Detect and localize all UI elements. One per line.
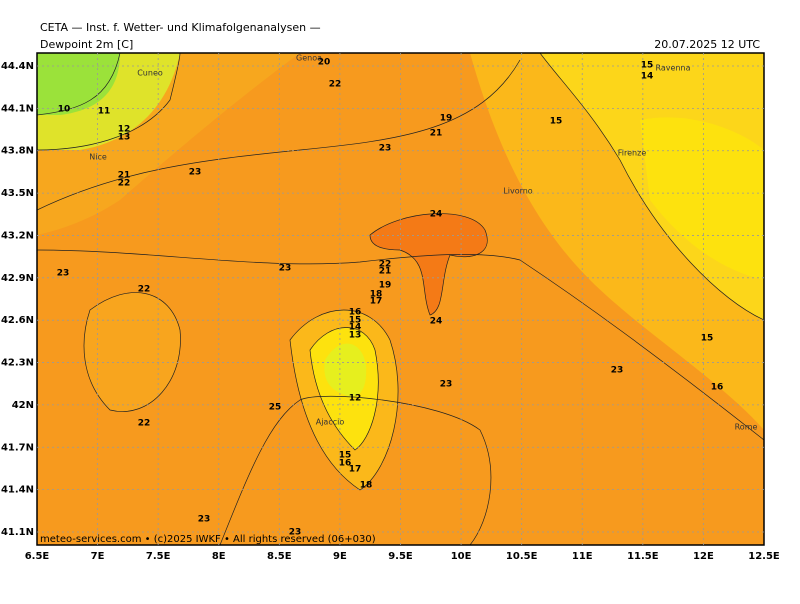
contour-label: 23 <box>289 528 302 538</box>
y-axis-label: 41.7N <box>1 442 34 453</box>
city-label: Livorno <box>503 187 533 196</box>
variable: Dewpoint 2m [C] <box>40 38 133 51</box>
contour-label: 22 <box>379 260 392 270</box>
contour-label: 15 <box>641 61 654 71</box>
x-axis-label: 7E <box>91 551 105 562</box>
x-axis-label: 8E <box>212 551 226 562</box>
contour-label: 23 <box>279 264 292 274</box>
contour-label: 19 <box>379 281 392 291</box>
contour-label: 24 <box>430 317 443 327</box>
y-axis-label: 42.3N <box>1 358 34 369</box>
contour-label: 19 <box>440 114 453 124</box>
contour-label: 23 <box>379 144 392 154</box>
x-axis-label: 10E <box>451 551 472 562</box>
y-axis-label: 44.1N <box>1 103 34 114</box>
x-axis-label: 12.5E <box>748 551 780 562</box>
contour-label: 15 <box>339 451 352 461</box>
footer: meteo-services.com • (c)2025 IWKF • All … <box>40 534 376 545</box>
contour-label: 22 <box>118 179 131 189</box>
contour-label: 22 <box>138 285 151 295</box>
contour-label: 10 <box>58 105 71 115</box>
x-axis-label: 12E <box>693 551 714 562</box>
contour-label: 20 <box>318 58 331 68</box>
contour-label: 15 <box>550 117 563 127</box>
contour-label: 14 <box>349 323 362 333</box>
city-label: Genoa <box>296 54 322 63</box>
y-axis-label: 42N <box>12 400 34 411</box>
x-axis-label: 8.5E <box>267 551 292 562</box>
city-label: Ajaccio <box>316 418 345 427</box>
x-axis-label: 10.5E <box>506 551 538 562</box>
y-axis-label: 42.9N <box>1 273 34 284</box>
x-axis-label: 6.5E <box>25 551 50 562</box>
contour-label: 17 <box>349 465 362 475</box>
contour-label: 18 <box>360 481 373 491</box>
city-label: Nice <box>89 153 107 162</box>
x-axis-label: 7.5E <box>146 551 171 562</box>
contour-label: 15 <box>349 316 362 326</box>
x-axis-label: 9.5E <box>388 551 413 562</box>
contour-label: 15 <box>701 334 714 344</box>
y-axis-label: 43.5N <box>1 188 34 199</box>
contour-label: 23 <box>57 269 70 279</box>
valid-time: 20.07.2025 12 UTC <box>654 38 760 51</box>
city-label: Rome <box>735 423 758 432</box>
contour-label: 11 <box>98 107 111 117</box>
contour-label: 16 <box>711 383 724 393</box>
x-axis-label: 11.5E <box>627 551 659 562</box>
city-label: Cuneo <box>137 69 163 78</box>
contour-label: 17 <box>370 297 383 307</box>
contour-label: 18 <box>370 290 383 300</box>
contour-label: 21 <box>379 267 392 277</box>
contour-label: 12 <box>349 394 362 404</box>
contour-label: 14 <box>641 72 654 82</box>
contour-label: 25 <box>269 403 282 413</box>
contour-label: 21 <box>118 171 131 181</box>
contour-label: 16 <box>339 459 352 469</box>
contour-label: 12 <box>118 125 131 135</box>
city-label: Ravenna <box>656 64 691 73</box>
y-axis-label: 43.2N <box>1 230 34 241</box>
title: CETA — Inst. f. Wetter- und Klimafolgena… <box>40 21 321 34</box>
x-axis-label: 11E <box>572 551 593 562</box>
contour-label: 23 <box>189 168 202 178</box>
y-axis-label: 41.1N <box>1 527 34 538</box>
contour-label: 13 <box>349 331 362 341</box>
contour-label: 22 <box>329 80 342 90</box>
y-axis-label: 43.8N <box>1 146 34 157</box>
contour-label: 16 <box>349 308 362 318</box>
contour-label: 23 <box>611 366 624 376</box>
contour-label: 23 <box>440 380 453 390</box>
x-axis-label: 9E <box>333 551 347 562</box>
y-axis-label: 44.4N <box>1 61 34 72</box>
contour-label: 22 <box>138 419 151 429</box>
contour-label: 13 <box>118 133 131 143</box>
y-axis-label: 41.4N <box>1 485 34 496</box>
city-label: Firenze <box>618 149 647 158</box>
contour-label: 23 <box>198 515 211 525</box>
contour-label: 21 <box>430 129 443 139</box>
y-axis-label: 42.6N <box>1 315 34 326</box>
contour-label: 24 <box>430 210 443 220</box>
